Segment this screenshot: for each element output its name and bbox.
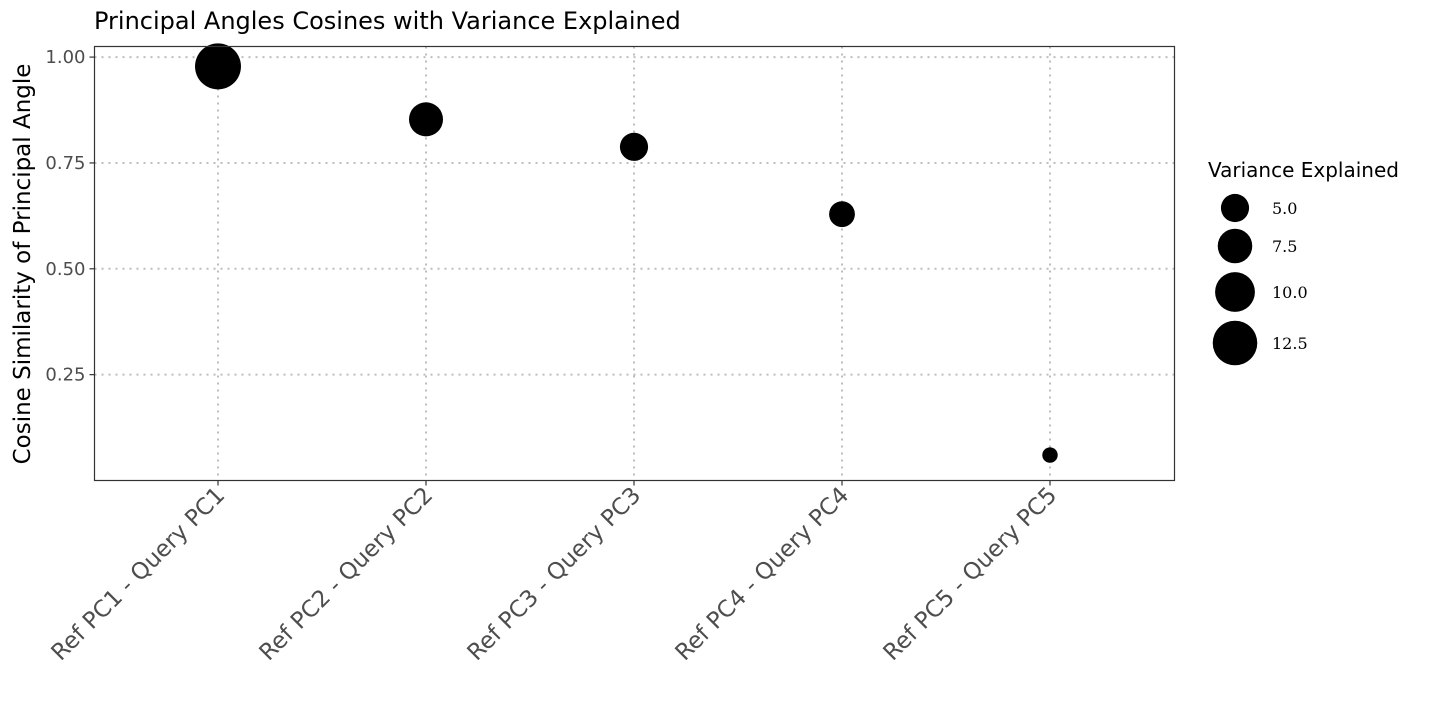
legend-key bbox=[1212, 320, 1258, 366]
y-tick-label: 0.50 bbox=[45, 259, 85, 280]
legend-entries: 5.0 7.5 10.0 12.5 bbox=[1212, 193, 1308, 366]
legend-label: 5.0 bbox=[1272, 199, 1297, 218]
y-axis-title: Cosine Similarity of Principal Angle bbox=[10, 64, 36, 465]
y-tick-label: 0.75 bbox=[45, 153, 85, 174]
chart-title: Principal Angles Cosines with Variance E… bbox=[94, 7, 681, 35]
legend: Variance Explained 5.0 7.5 10.0 12.5 bbox=[1208, 158, 1399, 366]
data-point bbox=[829, 201, 855, 228]
data-point bbox=[195, 43, 241, 90]
legend-key bbox=[1215, 272, 1255, 312]
points-layer bbox=[195, 43, 1058, 463]
legend-label: 10.0 bbox=[1272, 283, 1308, 302]
data-point bbox=[1042, 447, 1058, 463]
legend-key bbox=[1217, 228, 1253, 264]
y-tick-label: 0.25 bbox=[45, 365, 85, 386]
data-point bbox=[408, 102, 444, 137]
legend-title: Variance Explained bbox=[1208, 158, 1399, 182]
legend-label: 7.5 bbox=[1272, 237, 1297, 256]
y-axis: 0.25 0.50 0.75 1.00 bbox=[45, 47, 95, 386]
legend-key bbox=[1220, 193, 1250, 223]
legend-label: 12.5 bbox=[1272, 334, 1308, 353]
grid-layer bbox=[94, 46, 1175, 481]
data-point bbox=[619, 132, 649, 161]
y-tick-label: 1.00 bbox=[45, 47, 85, 68]
